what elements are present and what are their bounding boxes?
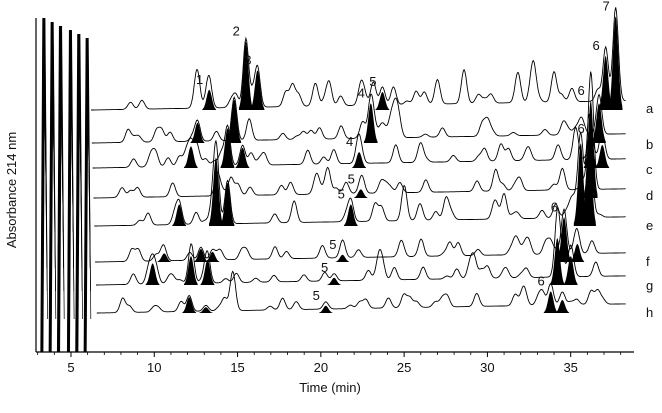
trace-label-h: h [646,305,653,320]
solvent-spike-h-2 [59,25,65,353]
filled-peak-a-14 [608,16,623,110]
trace-label-e: e [646,218,653,233]
trace-line-e [94,113,626,227]
filled-peaks [145,16,623,313]
filled-peak-e-0 [172,204,187,226]
x-axis-title: Time (min) [299,380,361,395]
peak-label-c-4: 4 [346,134,353,149]
solvent-spike-h-5 [85,37,92,353]
trace-line-c [92,124,626,169]
filled-peak-a-2 [239,41,253,110]
trace-line-g [96,207,626,286]
peak-label-h-6: 6 [537,273,544,288]
filled-peak-g-3 [327,277,342,285]
peak-label-c-6: 6 [577,121,584,136]
filled-peak-b-0 [190,122,205,143]
peak-label-a-3: 3 [244,52,251,67]
solvent-spike-h-4 [77,33,83,353]
filled-peak-g-7 [563,256,578,285]
filled-peak-b-1 [227,99,242,143]
filled-peak-g-0 [145,263,160,285]
filled-peak-h-0 [182,297,197,313]
filled-peak-a-3 [250,70,265,110]
filled-peak-g-6 [550,238,565,285]
peak-label-g-5: 5 [321,260,328,275]
trace-label-a: a [646,101,654,116]
filled-peak-h-4 [555,300,570,313]
trace-lines [91,7,626,314]
trace-line-b [91,93,626,144]
filled-peak-g-1 [184,256,198,285]
filled-peak-f-5 [557,217,571,262]
x-tick-label-10: 10 [147,360,161,375]
peak-label-h-5: 5 [313,288,320,303]
filled-peak-e-1 [209,157,223,226]
trace-label-d: d [646,188,653,203]
trace-line-f [95,208,626,263]
filled-peak-e-4 [343,204,358,226]
trace-label-b: b [646,137,653,152]
x-tick-label-15: 15 [230,360,244,375]
peak-label-f-5: 5 [329,237,336,252]
x-tick-label-25: 25 [397,360,411,375]
peak-label-a-7: 7 [602,0,609,13]
filled-peak-g-2 [200,259,215,285]
x-tick-label-35: 35 [563,360,577,375]
trace-line-a [91,7,626,111]
x-tick-label-30: 30 [480,360,494,375]
trace-line-d [93,71,626,199]
filled-peak-b-7 [592,103,606,143]
peak-label-a-1: 1 [196,72,203,87]
x-tick-label-5: 5 [67,360,74,375]
filled-peak-f-0 [157,253,172,262]
peak-label-b-4: 4 [358,85,365,100]
trace-label-f: f [646,254,650,269]
solvent-front-peaks [40,17,92,353]
trace-label-c: c [646,162,653,177]
filled-peak-c-1 [220,128,235,168]
solvent-spike-h-0 [42,17,48,353]
x-tick-label-20: 20 [314,360,328,375]
filled-peak-c-3 [352,152,367,168]
filled-peak-a-7 [375,92,390,110]
filled-peak-a-13 [598,56,613,110]
trace-line-h [96,270,626,314]
filled-peak-f-1 [194,249,208,262]
peak-label-f-6: 6 [551,199,558,214]
peak-label-a-6: 6 [592,38,599,53]
filled-peak-b-3 [363,103,378,143]
filled-peak-h-3 [543,291,558,313]
solvent-spike-h-3 [69,29,75,353]
peak-label-e-5: 5 [338,186,345,201]
filled-peak-a-1 [202,89,217,110]
y-axis-title: Absorbance 214 nm [4,132,19,248]
filled-peak-e-8 [582,128,596,226]
filled-peak-f-3 [335,254,350,262]
peak-label-d-6: 6 [577,83,584,98]
x-axis: 5 10 15 20 25 30 35 [35,18,634,375]
trace-label-g: g [646,278,653,293]
peak-label-d-5: 5 [348,171,355,186]
filled-peak-c-2 [235,147,250,168]
filled-peak-h-2 [318,305,333,313]
filled-peak-d-2 [353,189,368,198]
filled-peak-f-2 [205,251,220,262]
peak-label-a-5: 5 [369,74,376,89]
filled-peak-f-6 [570,244,585,262]
filled-peak-c-8 [595,145,610,168]
filled-peak-e-7 [573,143,588,226]
peak-label-a-2: 2 [233,24,240,39]
filled-peak-c-0 [184,146,198,168]
solvent-spike-h-1 [50,21,57,353]
filled-peak-h-1 [199,307,213,313]
filled-peak-e-2 [220,182,235,226]
